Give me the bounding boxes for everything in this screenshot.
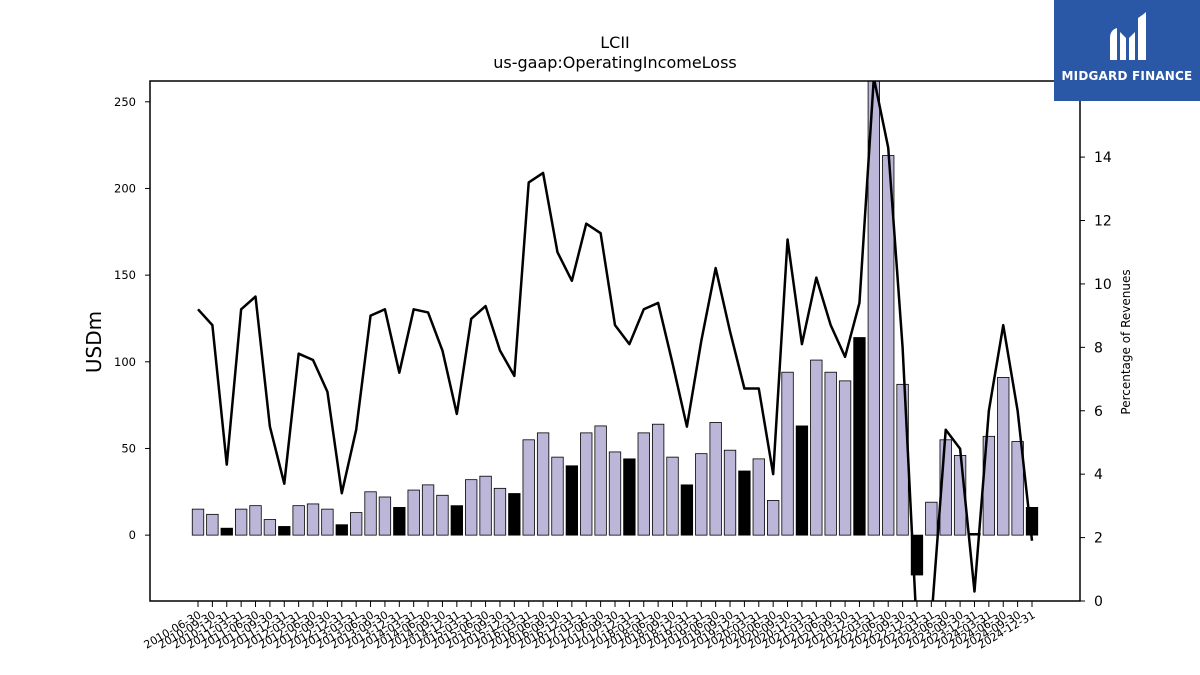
bar [191, 508, 205, 536]
bar [824, 371, 837, 536]
y2-tick-label: 0 [1094, 594, 1103, 610]
bar [378, 496, 392, 536]
plot-area: 05010015020025002468101214162010-06-3020… [114, 80, 1112, 652]
bar [781, 371, 794, 536]
bar [810, 359, 823, 536]
bar [278, 526, 291, 536]
y-tick-label: 100 [114, 355, 136, 369]
bar [493, 487, 507, 536]
bar [752, 458, 765, 536]
bar [263, 519, 277, 536]
bar [1011, 441, 1024, 536]
y2-tick-label: 8 [1094, 340, 1103, 356]
bar [838, 380, 852, 536]
bar [695, 453, 708, 536]
percentage-line [197, 81, 1034, 601]
bar [407, 489, 420, 536]
bar [551, 456, 564, 536]
bar [910, 534, 924, 576]
y2-tick-label: 6 [1094, 404, 1103, 420]
bar [364, 491, 377, 536]
bar [608, 451, 622, 536]
bar [580, 432, 593, 536]
y-tick-label: 150 [114, 268, 136, 282]
y2-tick-label: 10 [1094, 277, 1112, 293]
bar [565, 465, 579, 536]
bar [637, 432, 650, 536]
bar [738, 470, 751, 536]
bar [867, 81, 880, 536]
bar [925, 501, 938, 536]
y-tick-label: 200 [114, 181, 136, 195]
bar [651, 423, 665, 536]
y2-tick-label: 12 [1094, 214, 1112, 230]
y2-tick-label: 14 [1094, 150, 1112, 166]
logo-text: MIDGARD FINANCE [1061, 69, 1193, 83]
bar [666, 456, 679, 536]
bar [723, 449, 737, 536]
bar [508, 493, 521, 536]
y2-tick-label: 4 [1094, 467, 1103, 483]
chart-title: LCII [600, 33, 630, 52]
bar [536, 432, 550, 536]
bar [450, 505, 463, 536]
bar [220, 527, 233, 536]
bar [997, 376, 1010, 536]
chart-subtitle: us-gaap:OperatingIncomeLoss [493, 53, 737, 72]
y2-tick-label: 2 [1094, 531, 1103, 547]
bar [350, 512, 363, 536]
bar [594, 425, 607, 536]
bar [465, 479, 478, 536]
bar [436, 494, 449, 536]
bar [853, 337, 866, 536]
bar [234, 508, 248, 536]
bar [249, 505, 262, 536]
bar [767, 500, 780, 536]
y-tick-label: 50 [121, 441, 136, 455]
bar [393, 506, 406, 536]
bar [795, 425, 809, 536]
bar [292, 505, 305, 536]
brand-logo: MIDGARD FINANCE [1054, 0, 1200, 101]
bar [421, 484, 435, 536]
y-axis-label: USDm [82, 311, 106, 373]
bar [321, 508, 334, 536]
bar [335, 524, 348, 536]
bar [680, 484, 694, 536]
y-tick-label: 0 [129, 528, 136, 542]
logo-mark-icon [1110, 12, 1146, 60]
y2-axis-label: Percentage of Revenues [1119, 269, 1133, 414]
bar [479, 475, 492, 536]
bar [206, 513, 219, 536]
bar [623, 458, 636, 536]
bar [306, 503, 320, 536]
y-tick-label: 250 [114, 95, 136, 109]
bar [522, 439, 535, 536]
bar [709, 422, 722, 536]
